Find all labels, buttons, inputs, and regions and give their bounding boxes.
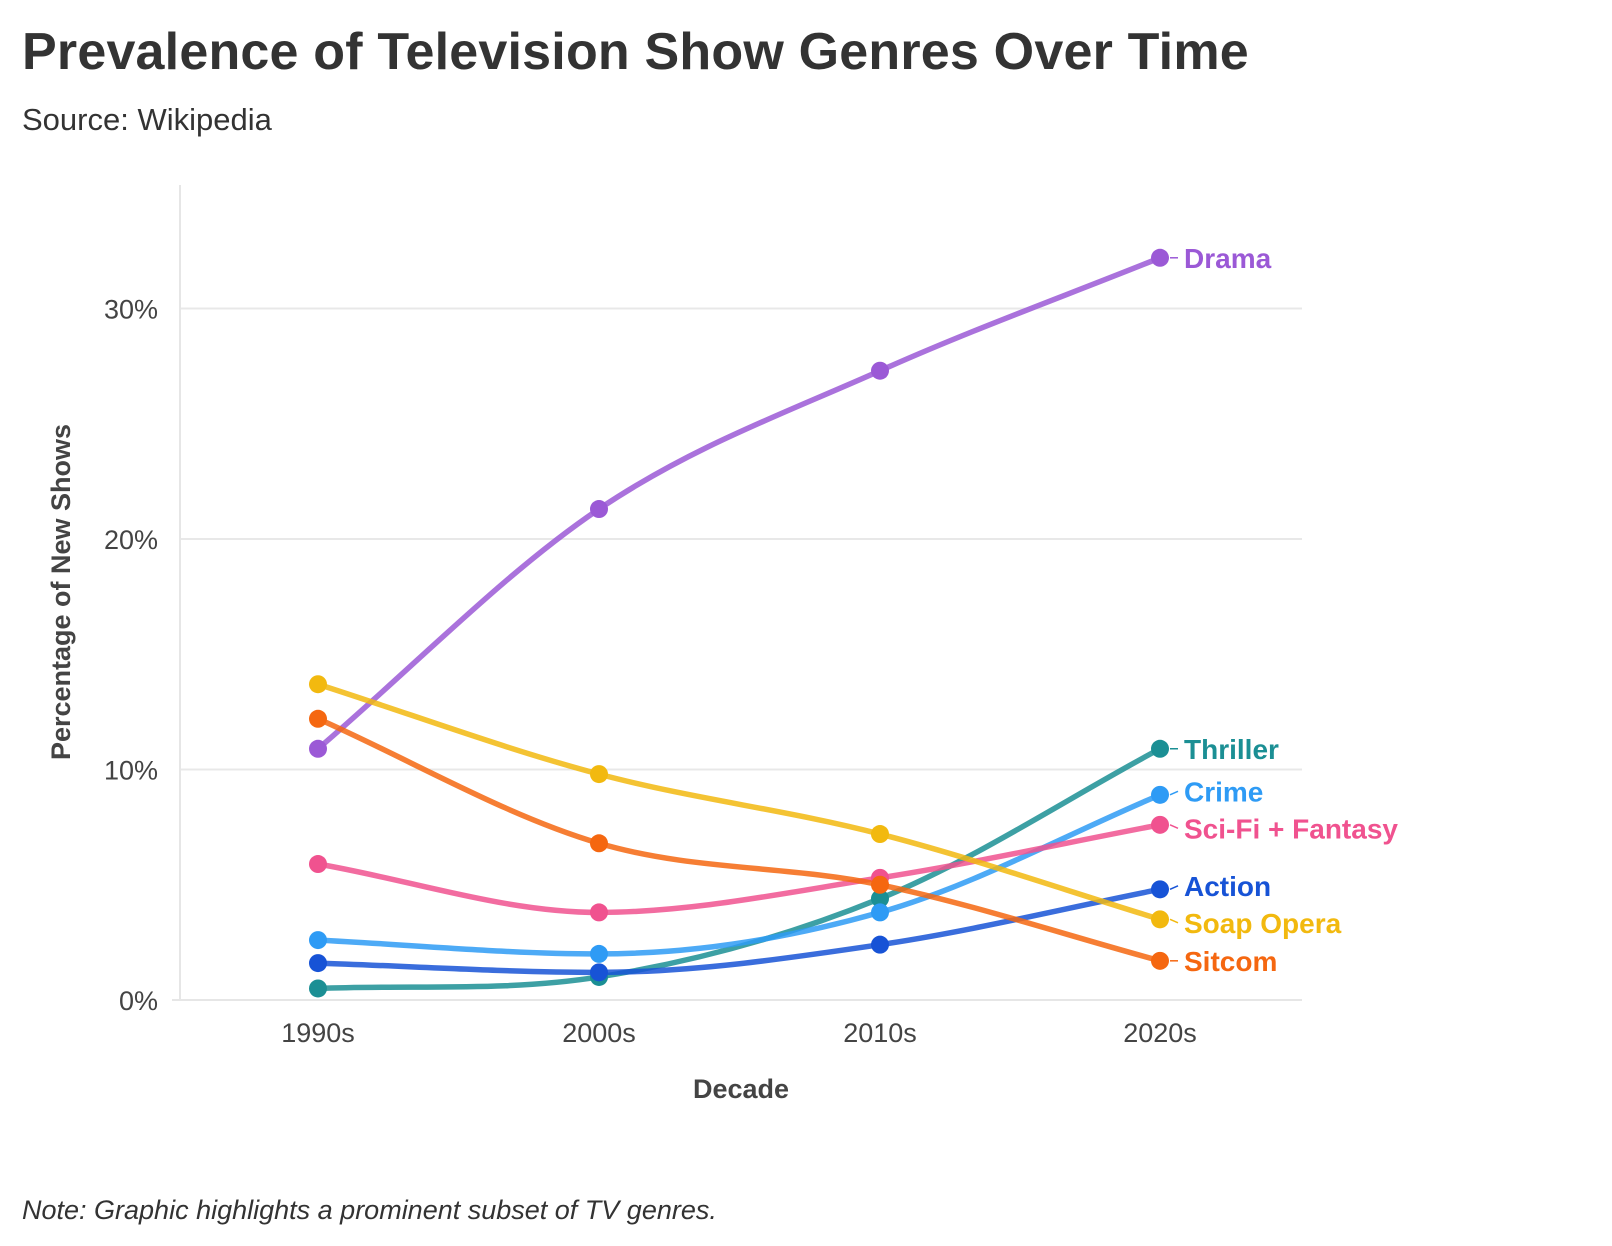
- data-point-soap-opera: [590, 765, 608, 784]
- series-end-labels: Drama Thriller Crime Sci-Fi + Fantasy Action…: [1169, 243, 1398, 977]
- data-point-thriller: [1151, 739, 1169, 758]
- series-line-sitcom: [315, 716, 1163, 964]
- series-line-soap-opera: [315, 681, 1163, 923]
- y-tick-label: 30%: [104, 295, 158, 325]
- x-tick-label: 2000s: [562, 1018, 636, 1048]
- series-label-crime: Crime: [1184, 776, 1263, 807]
- label-connector-soap-opera: [1169, 918, 1179, 924]
- data-point-crime: [309, 931, 327, 950]
- data-point-action: [1151, 880, 1169, 899]
- data-point-sitcom: [871, 875, 889, 894]
- y-tick-label: 10%: [104, 756, 158, 786]
- x-tick-label: 2020s: [1123, 1018, 1197, 1048]
- label-connector-sci-fi-fantasy: [1169, 824, 1179, 830]
- data-point-crime: [590, 944, 608, 963]
- data-point-drama: [1151, 248, 1169, 267]
- y-tick-label: 20%: [104, 525, 158, 555]
- y-tick-label: 0%: [119, 986, 158, 1016]
- series-lines: [315, 255, 1163, 992]
- series-line-drama: [315, 255, 1163, 752]
- data-point-action: [871, 935, 889, 954]
- data-point-soap-opera: [1151, 910, 1169, 929]
- data-point-sci-fi-fantasy: [1151, 815, 1169, 834]
- footnote: Note: Graphic highlights a prominent sub…: [22, 1195, 717, 1225]
- x-axis-title: Decade: [693, 1074, 789, 1104]
- series-label-thriller: Thriller: [1184, 734, 1279, 765]
- series-label-sci-fi-fantasy: Sci-Fi + Fantasy: [1184, 813, 1398, 844]
- data-point-drama: [871, 361, 889, 380]
- data-point-drama: [309, 739, 327, 758]
- data-point-sci-fi-fantasy: [309, 855, 327, 874]
- data-point-soap-opera: [309, 675, 327, 694]
- data-point-sitcom: [1151, 951, 1169, 970]
- axes: 0% 10% 20% 30% 1990s 2000s 2010s 2020s Decade Per…: [46, 185, 1302, 1104]
- chart-subtitle: Source: Wikipedia: [22, 102, 272, 137]
- data-point-action: [309, 954, 327, 973]
- data-point-drama: [590, 500, 608, 519]
- data-point-action: [590, 963, 608, 982]
- label-connector-action: [1169, 885, 1179, 891]
- data-point-crime: [871, 903, 889, 922]
- data-point-sitcom: [309, 709, 327, 728]
- data-points: [309, 248, 1169, 998]
- series-label-action: Action: [1184, 871, 1271, 902]
- gridlines: [180, 307, 1302, 771]
- data-point-thriller: [871, 889, 889, 908]
- data-point-sitcom: [590, 834, 608, 853]
- series-line-crime: [315, 792, 1163, 957]
- series-label-sitcom: Sitcom: [1184, 946, 1277, 977]
- x-tick-label: 1990s: [281, 1018, 355, 1048]
- y-axis-title: Percentage of New Shows: [46, 424, 76, 760]
- data-point-sci-fi-fantasy: [590, 903, 608, 922]
- label-connector-crime: [1169, 790, 1179, 796]
- series-line-sci-fi-fantasy: [315, 822, 1163, 916]
- data-point-soap-opera: [871, 825, 889, 844]
- series-label-drama: Drama: [1184, 243, 1272, 274]
- data-point-crime: [1151, 785, 1169, 804]
- x-tick-label: 2010s: [843, 1018, 917, 1048]
- chart-title: Prevalence of Television Show Genres Ove…: [22, 23, 1249, 81]
- data-point-thriller: [309, 979, 327, 998]
- series-label-soap-opera: Soap Opera: [1184, 908, 1342, 939]
